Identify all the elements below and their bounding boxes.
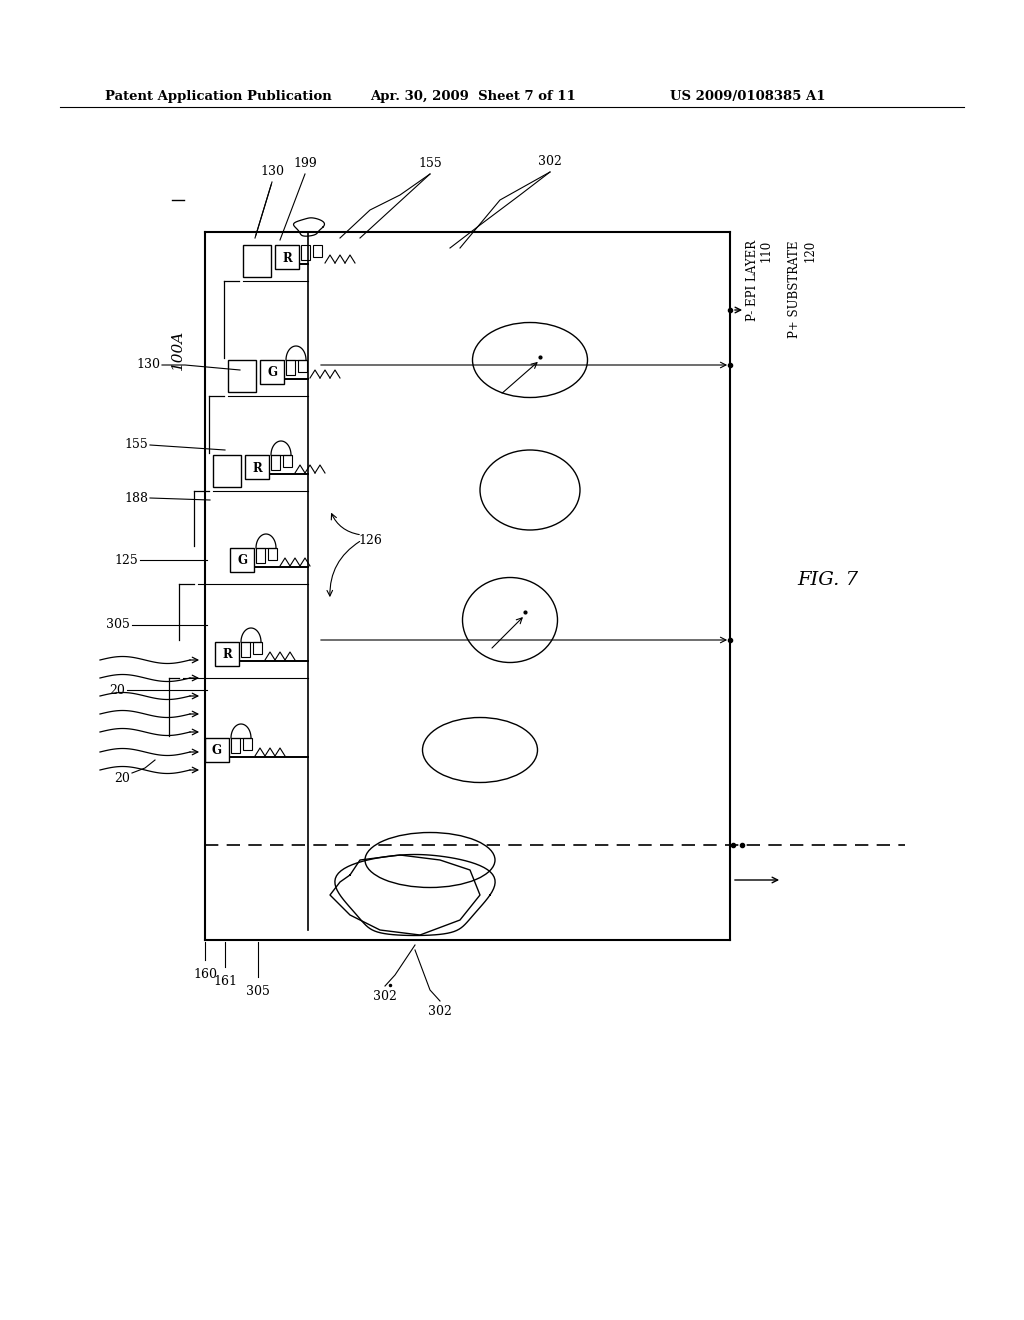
Bar bbox=[283, 455, 292, 467]
Text: R: R bbox=[222, 648, 231, 661]
Text: 155: 155 bbox=[418, 157, 442, 170]
Ellipse shape bbox=[472, 322, 588, 397]
Bar bbox=[230, 548, 254, 572]
Text: 188: 188 bbox=[124, 491, 148, 504]
Text: 302: 302 bbox=[373, 990, 397, 1003]
Ellipse shape bbox=[365, 833, 495, 887]
Bar bbox=[253, 642, 262, 653]
Bar bbox=[268, 548, 278, 560]
Bar bbox=[213, 455, 241, 487]
Bar bbox=[243, 738, 252, 750]
Bar bbox=[241, 642, 250, 657]
Text: 130: 130 bbox=[136, 359, 160, 371]
Bar bbox=[313, 246, 322, 257]
Text: G: G bbox=[237, 554, 247, 568]
Text: 120: 120 bbox=[804, 240, 816, 263]
Bar bbox=[228, 360, 256, 392]
Text: R: R bbox=[252, 462, 262, 474]
Text: G: G bbox=[267, 367, 278, 380]
Text: 305: 305 bbox=[106, 619, 130, 631]
Text: 161: 161 bbox=[213, 975, 237, 987]
Bar bbox=[256, 548, 265, 564]
Bar bbox=[243, 246, 271, 277]
Text: Patent Application Publication: Patent Application Publication bbox=[105, 90, 332, 103]
Text: 20: 20 bbox=[114, 771, 130, 784]
Text: FIG. 7: FIG. 7 bbox=[798, 572, 858, 589]
Text: P- EPI LAYER: P- EPI LAYER bbox=[745, 240, 759, 321]
Text: 126: 126 bbox=[358, 533, 382, 546]
Text: US 2009/0108385 A1: US 2009/0108385 A1 bbox=[670, 90, 825, 103]
Text: 100A: 100A bbox=[171, 330, 185, 370]
Text: 130: 130 bbox=[260, 165, 284, 178]
Text: Apr. 30, 2009  Sheet 7 of 11: Apr. 30, 2009 Sheet 7 of 11 bbox=[370, 90, 575, 103]
Bar bbox=[215, 642, 239, 667]
Text: 302: 302 bbox=[428, 1005, 452, 1018]
Text: P+ SUBSTRATE: P+ SUBSTRATE bbox=[788, 240, 802, 338]
Text: G: G bbox=[212, 744, 222, 758]
Text: 160: 160 bbox=[193, 968, 217, 981]
Bar bbox=[205, 738, 229, 762]
Ellipse shape bbox=[463, 578, 557, 663]
Text: 110: 110 bbox=[760, 240, 772, 263]
Text: 302: 302 bbox=[538, 154, 562, 168]
Bar bbox=[260, 360, 284, 384]
Bar bbox=[298, 360, 307, 372]
Text: 155: 155 bbox=[124, 438, 148, 451]
Text: 199: 199 bbox=[293, 157, 316, 170]
Bar bbox=[245, 455, 269, 479]
Text: 20: 20 bbox=[110, 684, 125, 697]
Bar bbox=[231, 738, 240, 752]
Ellipse shape bbox=[423, 718, 538, 783]
Bar bbox=[275, 246, 299, 269]
Bar bbox=[286, 360, 295, 375]
Ellipse shape bbox=[480, 450, 580, 531]
Bar bbox=[301, 246, 310, 260]
Bar bbox=[271, 455, 280, 470]
Text: 125: 125 bbox=[115, 553, 138, 566]
Text: 305: 305 bbox=[246, 985, 270, 998]
Text: R: R bbox=[283, 252, 292, 264]
